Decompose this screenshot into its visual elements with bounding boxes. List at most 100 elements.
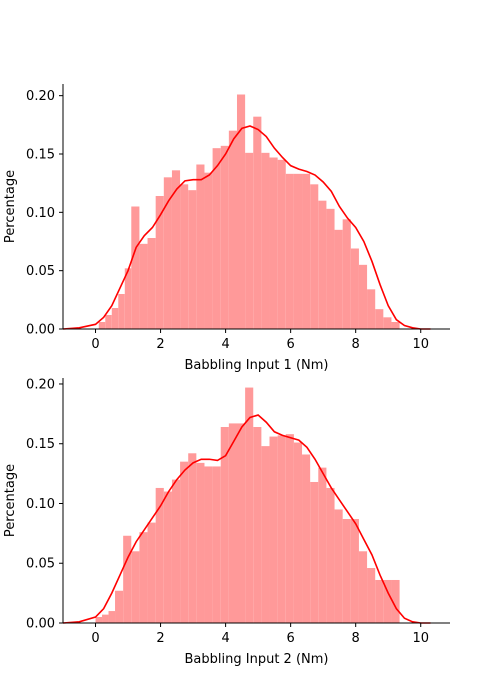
histogram-bar	[326, 208, 335, 329]
histogram-bar	[131, 206, 140, 329]
x-tick-label: 0	[91, 631, 99, 646]
x-tick-label: 8	[352, 337, 360, 352]
histogram-bar	[115, 590, 124, 623]
histogram-bar	[269, 436, 278, 623]
histogram-bar	[124, 268, 132, 329]
histogram-bar	[155, 196, 164, 329]
histogram-bar	[220, 145, 229, 329]
histogram-bar	[318, 200, 327, 329]
histogram-bar	[302, 454, 311, 623]
histogram-bar	[293, 173, 303, 329]
x-ticks-1: 0 2 4 6 8 10	[91, 329, 429, 352]
histogram-bar	[285, 434, 294, 623]
histogram-bar	[375, 579, 384, 623]
y-tick-label: 0.05	[26, 557, 55, 572]
histogram-bar	[358, 264, 368, 329]
x-tick-label: 2	[156, 631, 164, 646]
histogram-bar	[302, 173, 311, 329]
histogram-bar	[171, 170, 181, 329]
histogram-bar	[310, 481, 319, 623]
histogram-bar	[171, 479, 181, 623]
histogram-bar	[163, 177, 172, 329]
chart-panel-1: 0 2 4 6 8 10 0.00 0.05 0.10 0.15 0.20 Babbling In…	[3, 84, 450, 373]
histogram-bar	[196, 462, 205, 623]
histogram-bar	[293, 442, 303, 623]
histogram-bar	[383, 579, 392, 623]
y-axis-label-1: Percentage	[3, 170, 18, 243]
histogram-bar	[105, 315, 112, 329]
histogram-bar	[139, 243, 148, 329]
histogram-bar	[220, 427, 229, 623]
x-tick-label: 8	[352, 631, 360, 646]
histogram-bar	[375, 309, 384, 329]
histogram-bar	[236, 94, 246, 329]
x-ticks-2: 0 2 4 6 8 10	[91, 623, 429, 646]
histogram-bar	[155, 487, 164, 623]
y-tick-label: 0.15	[26, 437, 55, 452]
histogram-bar	[342, 519, 351, 623]
histogram-bar	[350, 248, 359, 329]
histogram-bar	[147, 522, 156, 623]
x-axis-label-2: Babbling Input 2 (Nm)	[185, 652, 329, 667]
histogram-bars-2	[95, 387, 400, 623]
histogram-bar	[334, 229, 343, 329]
histogram-bar	[277, 435, 286, 623]
histogram-bar	[285, 173, 294, 329]
x-tick-label: 10	[412, 631, 429, 646]
histogram-bar	[253, 116, 262, 329]
histogram-bar	[253, 427, 262, 623]
kde-curve-1	[62, 125, 431, 330]
y-tick-label: 0.20	[26, 89, 55, 104]
y-tick-label: 0.05	[26, 264, 55, 279]
histogram-bar	[111, 308, 119, 329]
y-tick-label: 0.15	[26, 148, 55, 163]
histogram-bar	[108, 611, 116, 623]
histogram-bar	[188, 190, 197, 329]
y-tick-label: 0.20	[26, 377, 55, 392]
y-tick-label: 0.10	[26, 497, 55, 512]
histogram-bar	[147, 238, 156, 329]
chart-panel-2: 0 2 4 6 8 10 0.00 0.05 0.10 0.15 0.20 Babbling In…	[3, 377, 450, 667]
histogram-bar	[204, 466, 213, 623]
histogram-bar	[180, 461, 189, 623]
y-tick-label: 0.00	[26, 617, 55, 632]
histogram-bar	[163, 491, 172, 623]
histogram-bar	[228, 130, 237, 329]
histogram-bar	[188, 453, 197, 623]
histogram-bar	[367, 568, 376, 623]
x-tick-label: 2	[156, 337, 164, 352]
x-axis-label-1: Babbling Input 1 (Nm)	[185, 358, 329, 373]
histogram-bar	[261, 446, 270, 623]
y-tick-label: 0.10	[26, 206, 55, 221]
histogram-bar	[391, 322, 400, 329]
x-tick-label: 10	[412, 337, 429, 352]
histogram-bar	[139, 532, 148, 623]
histogram-bar	[102, 614, 109, 623]
histogram-bar	[310, 184, 319, 329]
histogram-bar	[261, 152, 270, 329]
y-ticks-1: 0.00 0.05 0.10 0.15 0.20	[26, 89, 63, 338]
histogram-bar	[95, 617, 103, 623]
histogram-bar	[326, 487, 335, 623]
histogram-bar	[228, 423, 237, 623]
histogram-bar	[245, 387, 254, 623]
histogram-bar	[383, 317, 392, 329]
histogram-bar	[196, 164, 205, 329]
histogram-bar	[277, 159, 286, 329]
histogram-bar	[204, 172, 213, 329]
histogram-bar	[123, 535, 132, 623]
histogram-bar	[98, 322, 106, 329]
histogram-bars-1	[98, 94, 400, 329]
histogram-bar	[269, 157, 278, 329]
x-tick-label: 0	[91, 337, 99, 352]
histogram-bar	[342, 219, 351, 329]
histogram-bar	[245, 152, 254, 329]
x-tick-label: 6	[287, 337, 295, 352]
y-ticks-2: 0.00 0.05 0.10 0.15 0.20	[26, 377, 63, 632]
histogram-bar	[334, 509, 343, 623]
histogram-bar	[367, 289, 376, 329]
histogram-bar	[212, 466, 221, 623]
histogram-bar	[350, 519, 359, 623]
histogram-bar	[180, 184, 189, 329]
